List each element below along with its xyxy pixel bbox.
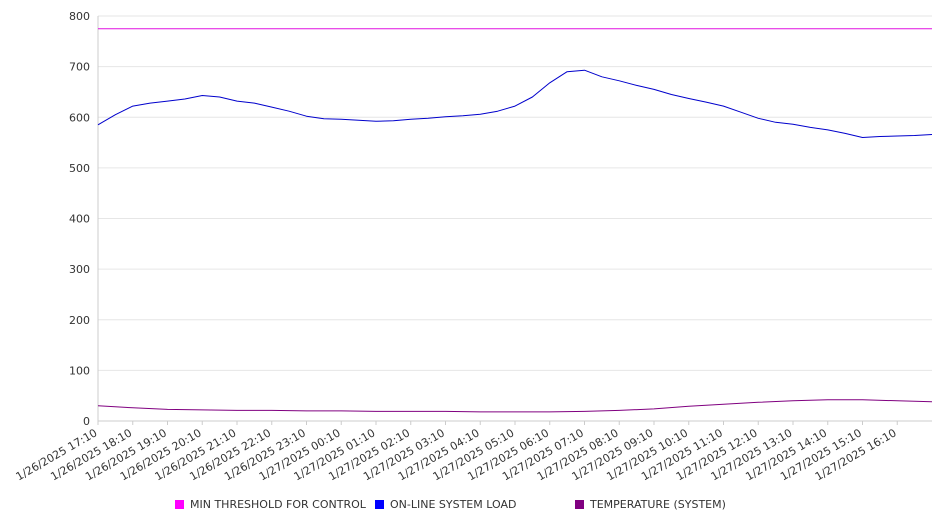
legend-swatch-temperature [575,500,584,509]
y-tick-label-800: 800 [69,10,90,23]
legend-label-min-threshold: MIN THRESHOLD FOR CONTROL [190,498,366,511]
x-axis-tick-labels: 1/26/2025 17:101/26/2025 18:101/26/2025 … [14,426,899,483]
axes [97,16,932,425]
legend-item-system-load: ON-LINE SYSTEM LOAD [375,498,516,511]
y-axis-tick-labels: 0 100 200 300 400 500 600 700 800 [69,10,90,428]
y-tick-label-700: 700 [69,61,90,74]
y-tick-label-600: 600 [69,111,90,124]
series-lines [97,28,933,413]
y-tick-label-300: 300 [69,263,90,276]
y-tick-label-200: 200 [69,314,90,327]
legend: MIN THRESHOLD FOR CONTROL ON-LINE SYSTEM… [0,498,946,514]
legend-label-temperature: TEMPERATURE (SYSTEM) [590,498,726,511]
line-chart: 0 100 200 300 400 500 600 700 800 1/26/2025 17:1… [14,10,933,483]
y-tick-label-0: 0 [83,415,90,428]
grid-lines [98,15,932,371]
series-line-1 [97,69,933,138]
series-line-2 [97,399,933,413]
legend-item-temperature: TEMPERATURE (SYSTEM) [575,498,726,511]
y-tick-label-400: 400 [69,213,90,226]
legend-swatch-system-load [375,500,384,509]
legend-label-system-load: ON-LINE SYSTEM LOAD [390,498,517,511]
legend-item-min-threshold: MIN THRESHOLD FOR CONTROL [175,498,366,511]
y-tick-label-100: 100 [69,364,90,377]
y-tick-label-500: 500 [69,162,90,175]
legend-swatch-min-threshold [175,500,184,509]
